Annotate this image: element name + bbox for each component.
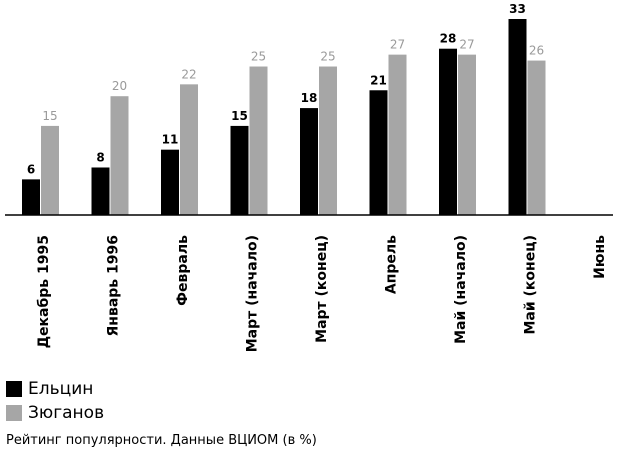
bar-zyuganov-6 [458, 54, 476, 215]
bar-yeltsin-5 [369, 90, 388, 215]
x-tick-label-1: Январь 1996 [106, 235, 122, 336]
data-label-yeltsin-0: 6 [27, 162, 35, 176]
data-label-zyuganov-2: 22 [181, 67, 196, 81]
bar-zyuganov-0 [41, 125, 59, 215]
x-tick-label-8: Июнь [592, 235, 608, 279]
data-label-yeltsin-4: 18 [301, 91, 318, 105]
bar-yeltsin-6 [439, 48, 457, 216]
bar-yeltsin-7 [508, 19, 527, 215]
data-label-zyuganov-5: 27 [390, 38, 405, 52]
data-label-yeltsin-1: 8 [96, 150, 104, 164]
x-tick-label-6: Май (начало) [453, 235, 469, 344]
legend-item-zyuganov: Зюганов [6, 402, 104, 424]
x-tick-label-4: Март (конец) [314, 235, 330, 343]
bar-zyuganov-4 [319, 66, 337, 215]
legend-label-zyuganov: Зюганов [28, 403, 105, 423]
x-tick-label-2: Февраль [175, 235, 191, 306]
data-label-yeltsin-7: 33 [509, 2, 526, 16]
bar-zyuganov-1 [110, 96, 129, 215]
data-label-zyuganov-0: 15 [42, 109, 57, 123]
x-tick-label-0: Декабрь 1995 [36, 235, 52, 348]
legend-item-yeltsin: Ельцин [6, 378, 104, 400]
data-label-zyuganov-4: 25 [320, 50, 335, 64]
legend-swatch-yeltsin [6, 381, 22, 397]
legend-label-yeltsin: Ельцин [28, 379, 94, 399]
data-label-zyuganov-6: 27 [459, 38, 474, 52]
bar-zyuganov-5 [388, 54, 407, 215]
data-label-yeltsin-5: 21 [370, 73, 387, 87]
bar-yeltsin-3 [230, 125, 249, 215]
bar-yeltsin-0 [22, 179, 40, 215]
data-label-yeltsin-2: 11 [162, 133, 179, 147]
bar-yeltsin-4 [300, 108, 318, 215]
bar-yeltsin-2 [161, 149, 179, 215]
data-label-zyuganov-1: 20 [112, 79, 127, 93]
bar-zyuganov-7 [527, 60, 546, 215]
x-tick-label-7: Май (конец) [523, 235, 539, 335]
x-tick-label-3: Март (начало) [245, 235, 261, 352]
chart-caption: Рейтинг популярности. Данные ВЦИОМ (в %) [6, 433, 317, 448]
bar-zyuganov-3 [249, 66, 268, 215]
data-label-zyuganov-3: 25 [251, 50, 266, 64]
bar-chart: 6 15 Декабрь 1995 8 20 Январь 1996 11 22 Февраль… [5, 2, 613, 352]
legend: Ельцин Зюганов [6, 378, 104, 426]
data-label-yeltsin-3: 15 [231, 109, 248, 123]
data-label-zyuganov-7: 26 [529, 44, 544, 58]
x-tick-label-5: Апрель [384, 235, 400, 294]
legend-swatch-zyuganov [6, 405, 22, 421]
data-label-yeltsin-6: 28 [440, 32, 457, 46]
bar-zyuganov-2 [180, 84, 198, 215]
bar-yeltsin-1 [91, 167, 110, 215]
